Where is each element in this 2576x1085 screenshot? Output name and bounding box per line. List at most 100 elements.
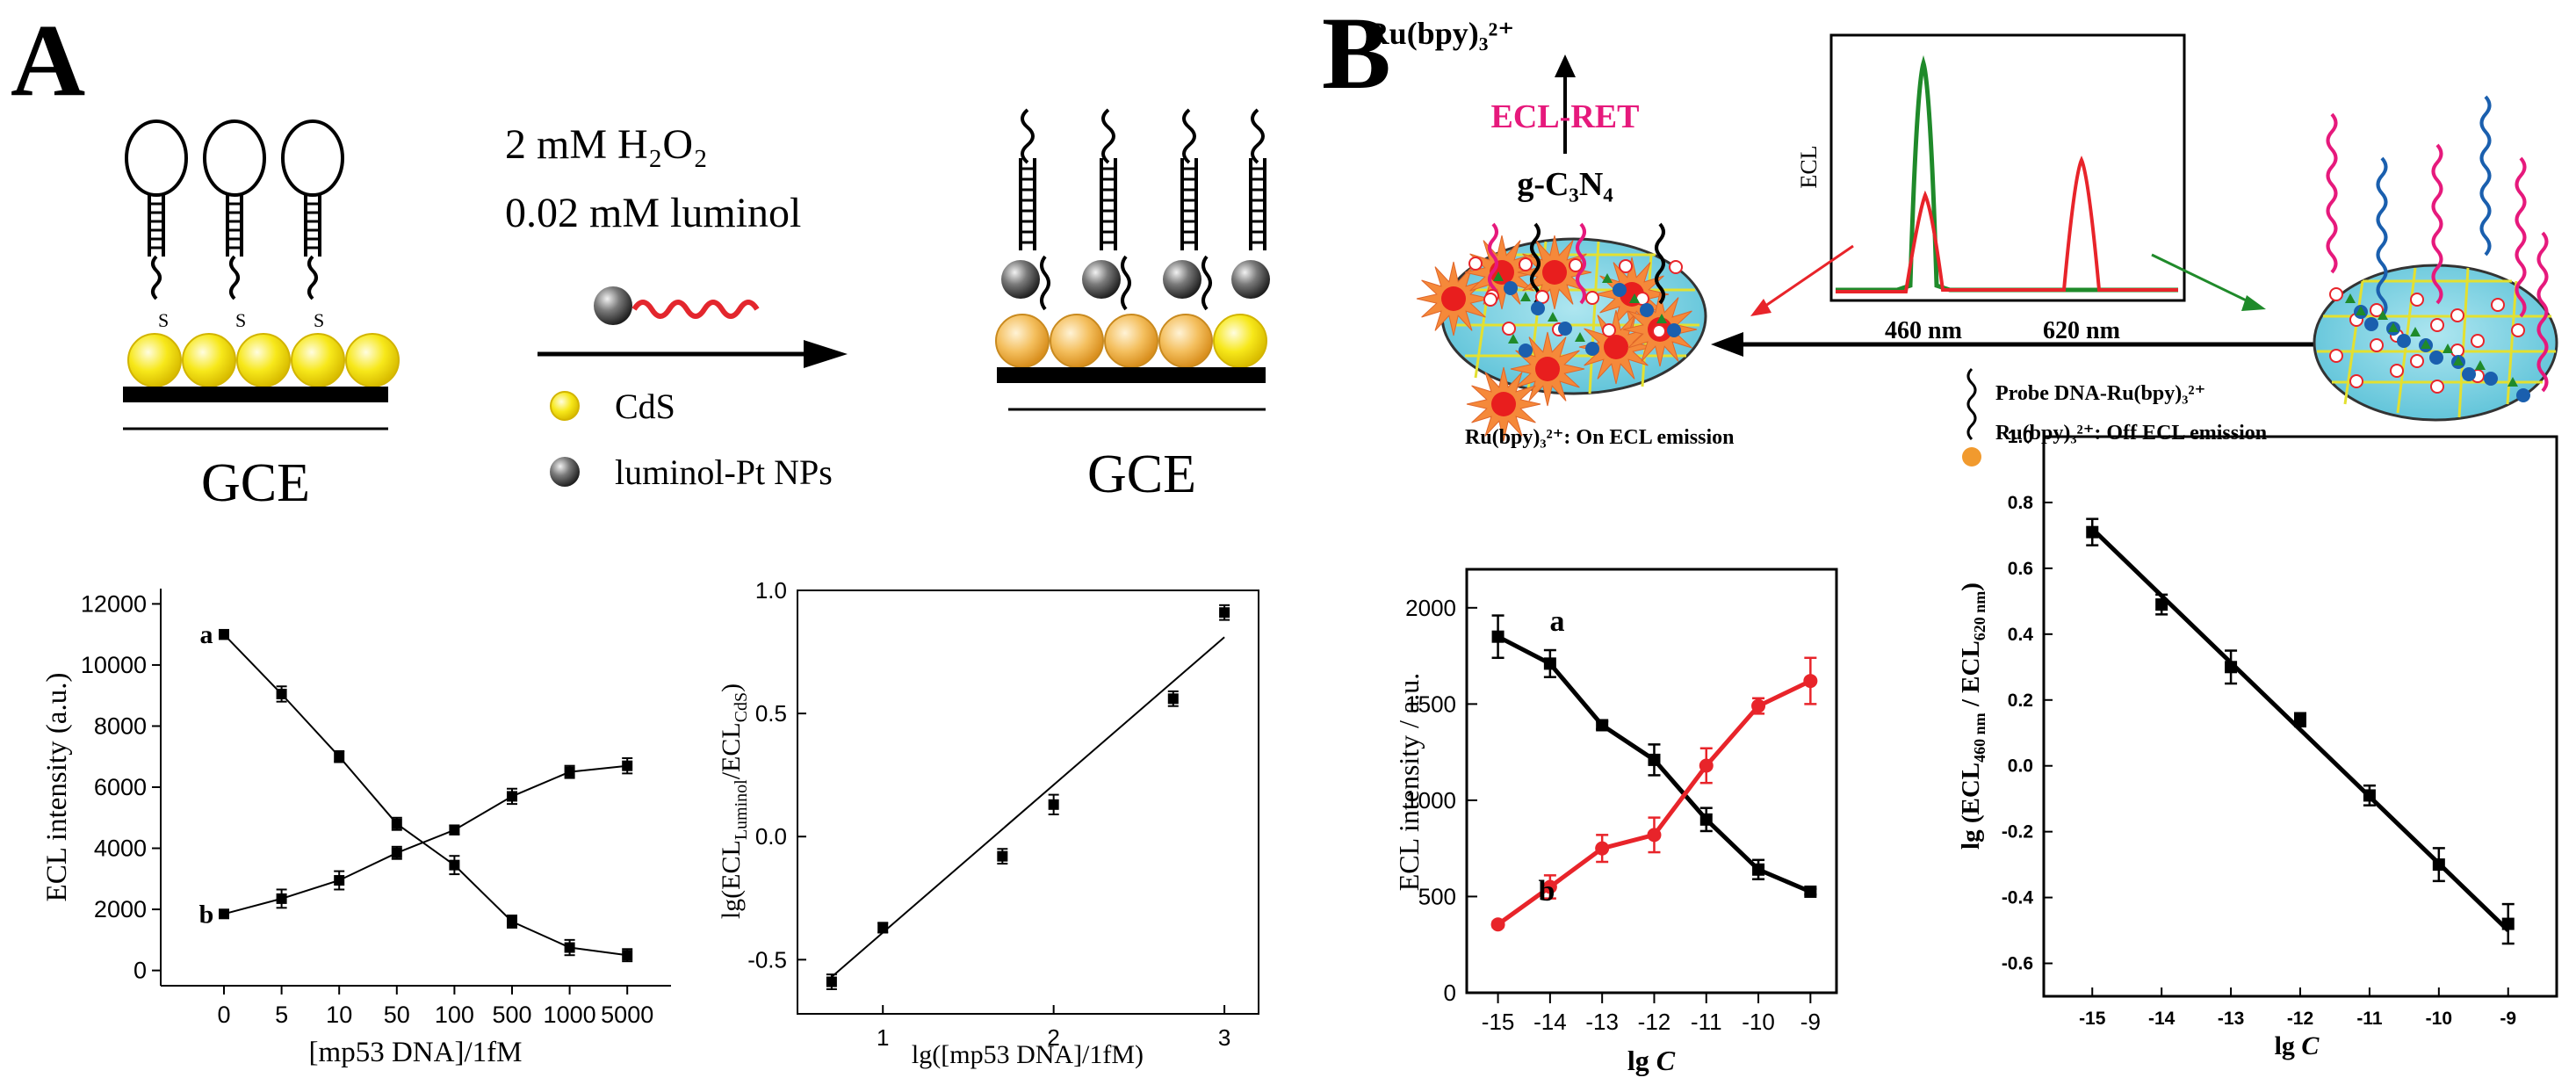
- data-point-a: [219, 629, 229, 640]
- data-point-b: [391, 847, 402, 858]
- chart-3-ecl-vs-lgc: 0 500 1000 1500 2000 -15 -14 -13 -12 -11 -10 -9 a b lg…: [1393, 568, 1838, 1076]
- particle: [2410, 293, 2424, 307]
- duplex-probe: [1001, 108, 1050, 311]
- marker-blue: [1640, 303, 1654, 317]
- data-point-a: [1804, 885, 1817, 898]
- data-point-b: [276, 893, 287, 904]
- y-tick-label: 0.6: [2008, 559, 2033, 579]
- x-tick-label: 10: [326, 1002, 352, 1028]
- marker-triangle: [1656, 314, 1667, 323]
- inset-ylabel: ECL: [1796, 145, 1822, 188]
- y-label-part: Luminol: [732, 779, 751, 840]
- reagent-line-1: 2 mM H₂O₂: [505, 121, 708, 168]
- data-point-a: [1491, 630, 1504, 643]
- inset-spectrum-frame: [1829, 33, 2186, 302]
- marker-triangle: [2453, 356, 2464, 365]
- hanging-probe: [2479, 95, 2492, 257]
- inset-x-label-460: 460 nm: [1885, 317, 1962, 344]
- fit-line: [831, 636, 1225, 978]
- probe-strand: [1655, 222, 1665, 305]
- opened-probes-right: [1001, 108, 1270, 311]
- x-axis-label: lg([mp53 DNA]/1fM): [912, 1040, 1144, 1069]
- probe-dna-label: Probe DNA-Ru(bpy)₃²⁺: [1995, 382, 2205, 405]
- x-tick-label: -13: [1585, 1009, 1619, 1035]
- data-point-b: [622, 760, 633, 771]
- electrode-bar-left: [123, 387, 388, 402]
- nanosheet-right-probes: [2326, 95, 2549, 402]
- y-tick-label: 4000: [94, 835, 147, 862]
- data-point-a: [391, 818, 402, 829]
- panel-b-schematic: B Ru(bpy)₃²⁺ ECL-RET g-C₃N₄ Ru(bpy)₃²⁺: …: [1322, 0, 2558, 467]
- x-axis-label: [mp53 DNA]/1fM: [309, 1037, 523, 1068]
- red-emission-arrow: [1756, 244, 1854, 314]
- data-point: [2086, 525, 2099, 539]
- x-tick-label: -9: [2500, 1009, 2516, 1029]
- data-point: [2294, 713, 2306, 727]
- x-tick-label: -14: [1533, 1009, 1567, 1035]
- y-tick-label: -0.6: [2002, 954, 2033, 974]
- y-tick-label: 0.0: [755, 823, 787, 850]
- electrode-label-right: GCE: [1087, 445, 1196, 504]
- plot-frame: [1465, 568, 1838, 995]
- particle: [1652, 324, 1666, 338]
- y-tick-label: 1500: [1405, 691, 1456, 717]
- hanging-probe: [2431, 143, 2443, 305]
- data-point: [2155, 598, 2168, 611]
- data-point-a: [1543, 657, 1556, 670]
- duplex-probe: [1163, 108, 1212, 311]
- y-label-part: 620 nm: [1971, 591, 1988, 641]
- data-point-b: [334, 875, 345, 886]
- x-tick-label: 500: [492, 1002, 531, 1028]
- x-tick-label: 5000: [601, 1002, 653, 1028]
- hairpin-probe: [125, 119, 188, 300]
- particle: [2329, 349, 2343, 363]
- data-point-a: [276, 688, 287, 699]
- data-point-b: [1751, 698, 1766, 713]
- particle: [2329, 287, 2343, 301]
- particle: [1535, 290, 1549, 304]
- y-axis-label: ECL intensity / a.u.: [1393, 673, 1425, 892]
- cds-legend-icon: [550, 391, 580, 421]
- data-point-a: [334, 751, 345, 763]
- main-arrow-head: [1711, 332, 1743, 357]
- x-tick-label: -10: [1742, 1009, 1775, 1035]
- data-point-b: [1542, 879, 1557, 894]
- chart-1-ecl-vs-mp53: 0 2000 4000 6000 8000 10000 12000 0 5 10 50 100 500 1…: [41, 589, 671, 1068]
- series-line-a: [223, 633, 628, 957]
- x-axis-label: lg C: [2275, 1031, 2320, 1060]
- marker-blue: [1504, 281, 1518, 295]
- g-c3n4-label: g-C₃N₄: [1517, 166, 1613, 203]
- data-point: [2501, 917, 2515, 930]
- hanging-probe: [2326, 112, 2338, 274]
- panel-a-schematic: A: [11, 3, 1270, 513]
- marker-blue: [2462, 367, 2476, 381]
- y-tick-label: -0.5: [747, 946, 787, 973]
- thiol-label: S: [314, 309, 324, 331]
- panel-b-letter: B: [1322, 0, 1391, 111]
- ru-emitter-dot: [1491, 392, 1516, 416]
- y-tick-label: 6000: [94, 774, 147, 800]
- y-tick-label: 0.2: [2008, 691, 2033, 711]
- marker-blue: [1519, 344, 1533, 358]
- x-tick-label: 2: [1047, 1024, 1059, 1051]
- series-label-b: b: [199, 900, 214, 929]
- data-point-a: [1648, 753, 1661, 766]
- probe-strand: [1488, 222, 1498, 305]
- y-tick-label: 0.0: [2008, 756, 2033, 777]
- y-tick-label: -0.2: [2002, 822, 2033, 843]
- y-label-part: ): [717, 684, 746, 692]
- marker-blue: [1667, 323, 1681, 337]
- duplex-probe: [1231, 108, 1270, 299]
- y-label-part: ): [1957, 582, 1985, 591]
- y-label-part: lg(ECL: [717, 840, 746, 919]
- x-tick-label: -9: [1800, 1009, 1821, 1035]
- data-point-a: [564, 942, 575, 953]
- data-point-b: [1803, 674, 1818, 689]
- data-point-a: [449, 859, 460, 871]
- data-point: [1219, 607, 1230, 618]
- particle: [1468, 257, 1483, 271]
- marker-triangle: [2345, 293, 2356, 303]
- series-label-b: b: [1539, 875, 1555, 908]
- luminol-pt-particle: [594, 286, 632, 325]
- series-label-a: a: [200, 620, 213, 649]
